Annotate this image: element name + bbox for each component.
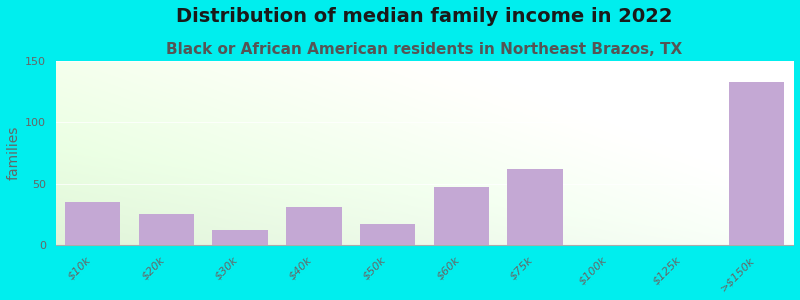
Bar bbox=[65, 202, 120, 245]
Bar bbox=[286, 207, 342, 245]
Bar bbox=[729, 82, 784, 245]
Bar bbox=[138, 214, 194, 245]
Bar bbox=[434, 187, 489, 245]
Y-axis label: families: families bbox=[7, 126, 21, 180]
Bar bbox=[507, 169, 562, 245]
Bar bbox=[360, 224, 415, 245]
Text: Black or African American residents in Northeast Brazos, TX: Black or African American residents in N… bbox=[166, 42, 682, 57]
Title: Distribution of median family income in 2022: Distribution of median family income in … bbox=[176, 7, 673, 26]
Bar bbox=[213, 230, 268, 245]
